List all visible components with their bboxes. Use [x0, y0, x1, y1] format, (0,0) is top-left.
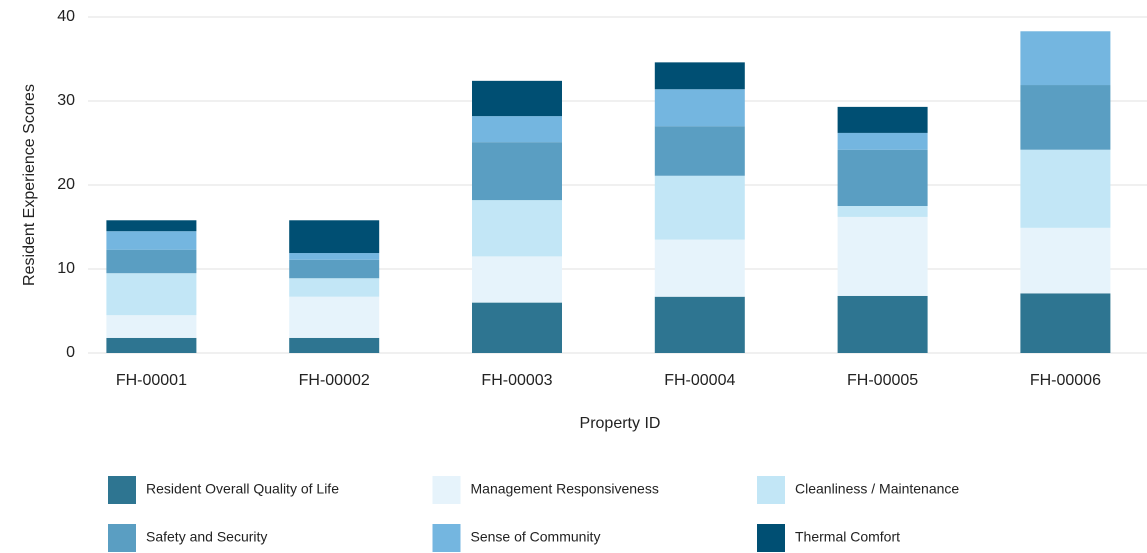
bar-segment [289, 259, 380, 279]
legend-swatch [432, 476, 461, 504]
legend-label: Thermal Comfort [795, 529, 900, 545]
x-tick-label: FH-00002 [299, 372, 370, 389]
bar-segment [654, 89, 745, 127]
bar-segment [837, 295, 928, 353]
legend-swatch [108, 524, 136, 552]
y-axis-title: Resident Experience Scores [21, 84, 38, 286]
legend-swatch [757, 476, 785, 504]
bar-segment [472, 116, 562, 143]
bar-segment [289, 296, 380, 338]
bar-segment [472, 256, 562, 303]
bar-segment [106, 231, 197, 250]
bar-segment [472, 302, 562, 353]
bar-segment [106, 249, 197, 274]
legend-swatch [108, 476, 136, 504]
x-tick-label: FH-00003 [481, 372, 552, 389]
bar-segment [654, 239, 745, 297]
legend-label: Cleanliness / Maintenance [795, 481, 959, 497]
legend-label: Resident Overall Quality of Life [146, 481, 339, 497]
bar-segment [106, 220, 197, 232]
y-tick-label: 0 [66, 344, 75, 361]
y-tick-label: 20 [57, 176, 75, 193]
bar-segment [289, 253, 380, 260]
bar-segment [472, 142, 562, 201]
y-tick-label: 40 [57, 8, 75, 25]
bar-segment [106, 273, 197, 316]
legend-swatch [757, 524, 785, 552]
x-tick-label: FH-00005 [847, 372, 918, 389]
x-tick-label: FH-00001 [116, 372, 187, 389]
bar-segment [289, 278, 380, 297]
bar-segment [654, 175, 745, 240]
legend-swatch [432, 524, 461, 552]
bar-segment [837, 132, 928, 150]
bar-segment [106, 315, 197, 338]
bar-segment [1020, 227, 1111, 294]
legend-label: Management Responsiveness [471, 481, 659, 497]
bar-segment [1020, 85, 1111, 150]
bar-segment [837, 149, 928, 206]
legend-label: Sense of Community [471, 529, 601, 545]
bar-segment [289, 220, 380, 254]
bar-segment [1020, 149, 1111, 228]
bar-segment [106, 337, 197, 353]
legend-label: Safety and Security [146, 529, 267, 545]
bar-segment [289, 337, 380, 353]
y-tick-label: 30 [57, 92, 75, 109]
bar-segment [472, 80, 562, 117]
bar-segment [1020, 293, 1111, 353]
bar-segment [837, 216, 928, 296]
bar-segment [837, 106, 928, 133]
bar-segment [837, 206, 928, 217]
x-tick-label: FH-00004 [664, 372, 735, 389]
bar-segment [472, 200, 562, 257]
y-tick-label: 10 [57, 260, 75, 277]
bar-segment [654, 296, 745, 353]
bar-segment [1020, 31, 1111, 86]
x-tick-label: FH-00006 [1030, 372, 1101, 389]
bar-segment [654, 126, 745, 176]
bar-segment [654, 62, 745, 90]
x-axis-title: Property ID [580, 415, 661, 432]
